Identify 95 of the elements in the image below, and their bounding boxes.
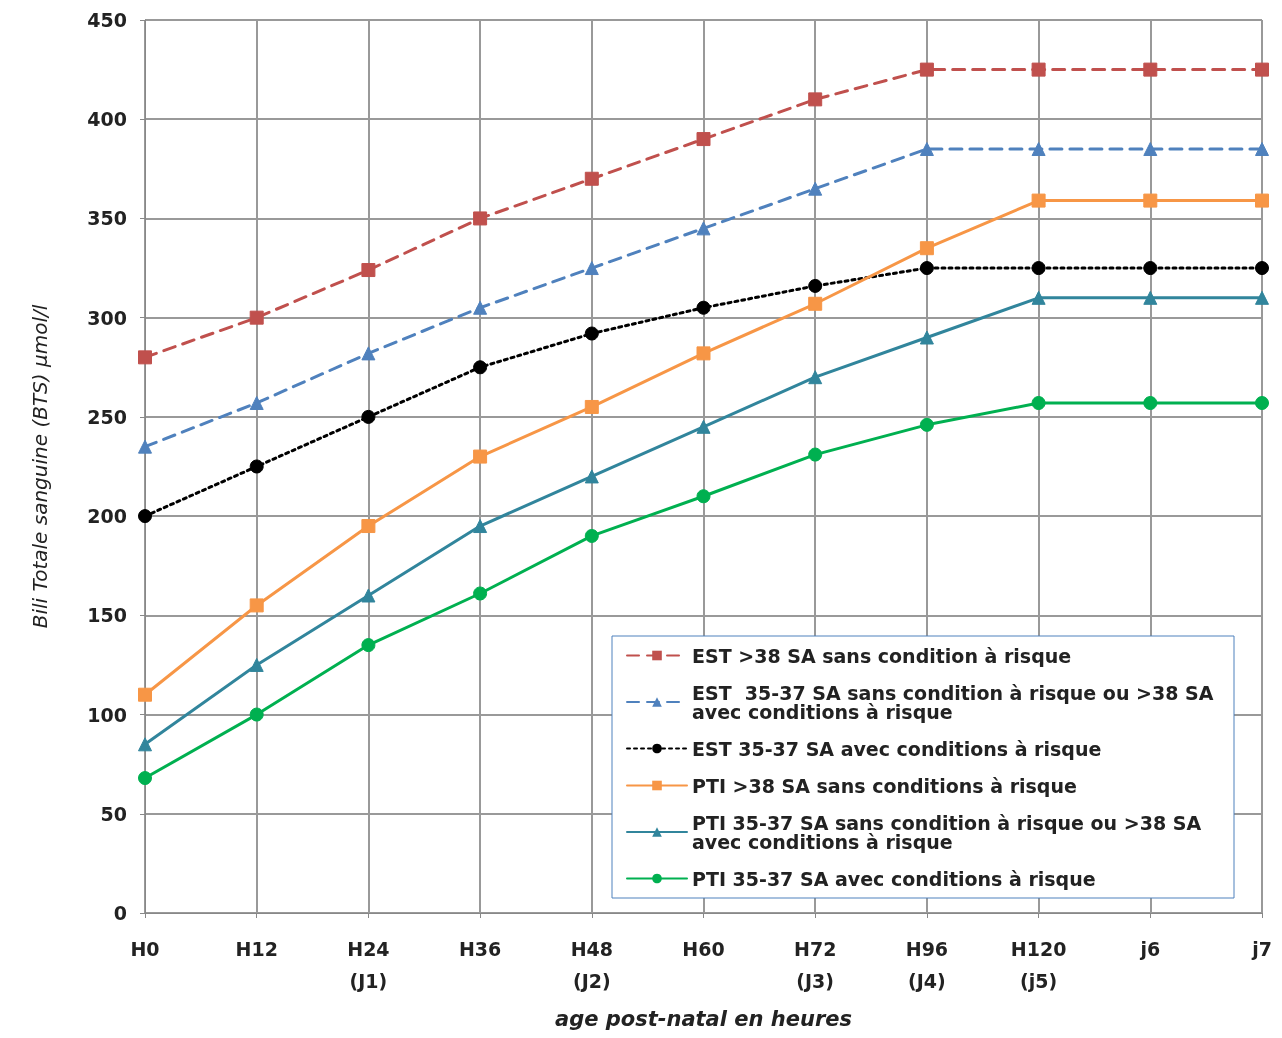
legend-label: EST 35-37 SA sans condition à risque ou >38 SA avec conditions à risque xyxy=(692,681,1221,723)
legend-label: EST 35-37 SA avec conditions à risque xyxy=(692,737,1102,760)
x-tick-label: H12 xyxy=(235,938,278,960)
x-tick-label: H24 (J1) xyxy=(347,938,390,992)
x-tick-label: j6 xyxy=(1139,938,1161,960)
point xyxy=(138,687,152,702)
point xyxy=(919,62,934,77)
y-axis-title: Bili Totale sanguine (BTS) µmol/l xyxy=(28,304,52,629)
point xyxy=(808,278,823,293)
point xyxy=(1031,290,1046,305)
legend-label: PTI 35-37 SA sans condition à risque ou >38 SA avec conditions à risque xyxy=(692,811,1208,853)
point xyxy=(1255,141,1269,156)
point xyxy=(361,588,376,603)
y-tick-label: 300 xyxy=(87,306,127,329)
point xyxy=(138,439,152,454)
point xyxy=(1031,62,1046,77)
point xyxy=(249,657,264,672)
point xyxy=(361,346,376,361)
y-tick-label: 0 xyxy=(113,902,127,924)
point xyxy=(361,263,376,278)
legend-label: PTI 35-37 SA avec conditions à risque xyxy=(692,867,1096,890)
point xyxy=(1143,290,1158,305)
point xyxy=(1143,141,1158,156)
x-tick-label: H72 (J3) xyxy=(794,938,837,992)
point xyxy=(1031,396,1046,410)
point xyxy=(1143,193,1158,208)
point xyxy=(473,211,488,226)
point xyxy=(138,771,152,786)
point xyxy=(138,737,152,752)
point xyxy=(696,489,711,504)
point xyxy=(919,261,934,276)
x-axis-title: age post-natal en heures xyxy=(554,1006,853,1031)
x-tick-label: H36 xyxy=(458,938,502,960)
y-tick-label: 100 xyxy=(87,703,127,726)
point xyxy=(1143,261,1158,276)
point xyxy=(1255,290,1269,305)
point xyxy=(138,509,152,524)
point xyxy=(696,346,711,361)
point xyxy=(808,181,823,196)
y-tick-label: 200 xyxy=(87,505,127,528)
point xyxy=(1255,261,1269,276)
point xyxy=(808,92,823,107)
point xyxy=(473,519,488,534)
point xyxy=(1143,62,1158,77)
y-tick-label: 250 xyxy=(87,405,127,428)
point xyxy=(919,141,934,156)
point xyxy=(696,419,711,434)
point xyxy=(249,707,264,722)
point xyxy=(361,409,376,424)
point xyxy=(1031,261,1046,276)
point xyxy=(1031,141,1046,156)
x-tick-label: H120 (j5) xyxy=(1010,938,1067,992)
legend-label: EST >38 SA sans condition à risque xyxy=(692,644,1072,667)
point xyxy=(584,171,599,186)
point xyxy=(808,296,823,311)
point xyxy=(1255,396,1269,410)
point xyxy=(361,638,376,653)
point xyxy=(249,459,264,474)
point xyxy=(808,370,823,385)
x-tick-label: H48 (J2) xyxy=(570,938,613,992)
x-tick-label: H0 xyxy=(130,938,160,960)
point xyxy=(361,519,376,534)
point xyxy=(138,350,152,365)
point xyxy=(1031,193,1046,208)
point xyxy=(584,326,599,341)
y-tick-label: 50 xyxy=(100,802,127,825)
point xyxy=(584,469,599,484)
point xyxy=(473,300,488,315)
y-tick-label: 150 xyxy=(87,604,127,627)
point xyxy=(584,261,599,276)
y-tick-label: 450 xyxy=(87,9,127,31)
point xyxy=(584,399,599,414)
point xyxy=(249,310,264,325)
point xyxy=(919,330,934,345)
point xyxy=(808,447,823,462)
legend-label: PTI >38 SA sans conditions à risque xyxy=(692,774,1077,797)
point xyxy=(696,300,711,315)
point xyxy=(919,417,934,432)
point xyxy=(473,449,488,464)
point xyxy=(919,241,934,256)
point xyxy=(1143,396,1158,410)
point xyxy=(1255,62,1269,77)
x-tick-label: H60 xyxy=(682,938,725,960)
point xyxy=(1255,193,1269,208)
y-tick-label: 400 xyxy=(87,108,127,131)
x-tick-label: j7 xyxy=(1251,938,1272,960)
point xyxy=(473,360,488,375)
point xyxy=(249,396,264,410)
point xyxy=(473,586,488,601)
point xyxy=(696,221,711,236)
point xyxy=(696,132,711,147)
point xyxy=(584,528,599,543)
y-tick-label: 350 xyxy=(87,207,127,230)
point xyxy=(249,598,264,613)
x-tick-label: H96 (J4) xyxy=(905,938,949,992)
